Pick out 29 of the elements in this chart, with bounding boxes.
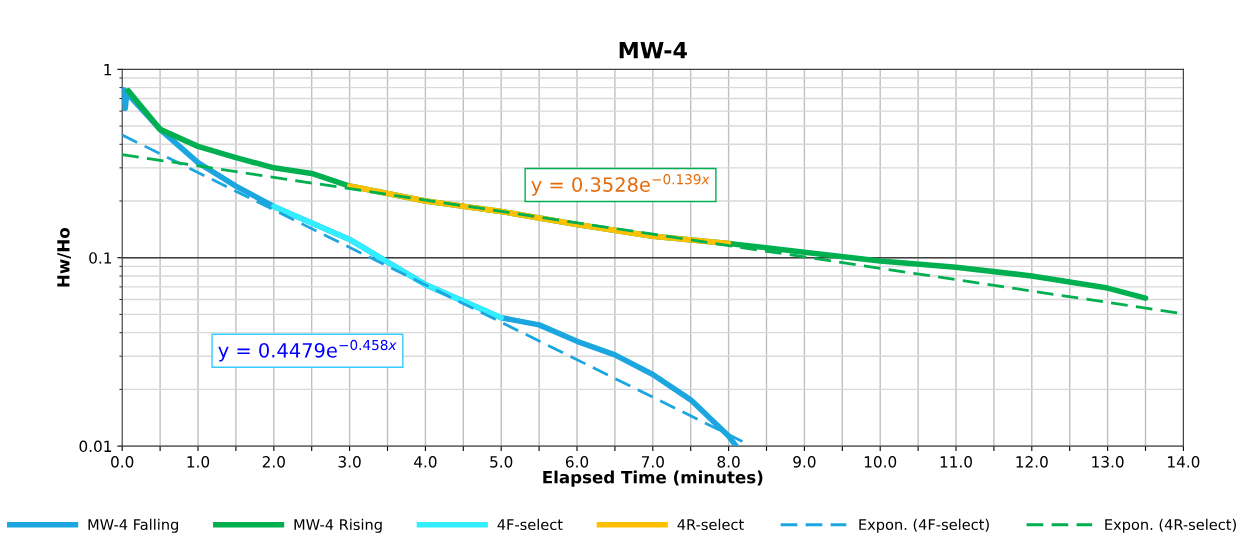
y-axis-title: Hw/Ho (57, 228, 71, 287)
x-tick-label: 1.0 (187, 456, 210, 468)
x-tick-label: 12.0 (1016, 456, 1048, 468)
x-tick-label: 0.0 (111, 456, 134, 468)
legend-label: 4F-select (497, 518, 563, 531)
legend-label: MW-4 Rising (294, 518, 382, 533)
x-axis-title: Elapsed Time (minutes) (543, 470, 763, 487)
x-tick-label: 6.0 (565, 456, 589, 468)
chart-title: MW-4 (619, 42, 687, 59)
x-tick-label: 4.0 (414, 456, 437, 468)
annotation: y = 0.4479e$^{−0.458x}$ (218, 339, 397, 362)
y-tick-label: 0.01 (79, 440, 112, 453)
x-tick-label: 7.0 (641, 456, 664, 468)
x-tick-label: 11.0 (940, 456, 972, 468)
x-tick-label: 5.0 (490, 456, 513, 468)
x-tick-label: 3.0 (338, 456, 361, 468)
legend-label: 4R-select (677, 518, 744, 531)
x-tick-label: 2.0 (262, 456, 285, 468)
x-tick-label: 9.0 (793, 456, 816, 468)
x-tick-label: 8.0 (717, 456, 740, 468)
y-tick-label: 1 (104, 64, 112, 76)
y-tick-label: 0.1 (89, 252, 112, 264)
x-tick-label: 10.0 (864, 456, 897, 468)
x-tick-label: 14.0 (1168, 456, 1200, 468)
x-tick-label: 13.0 (1092, 456, 1124, 468)
annotation: y = 0.3528e$^{−0.139x}$ (531, 174, 710, 196)
legend-label: Expon. (4R-select) (1105, 518, 1236, 533)
legend-label: MW-4 Falling (88, 518, 179, 533)
legend-label: Expon. (4F-select) (859, 518, 989, 533)
